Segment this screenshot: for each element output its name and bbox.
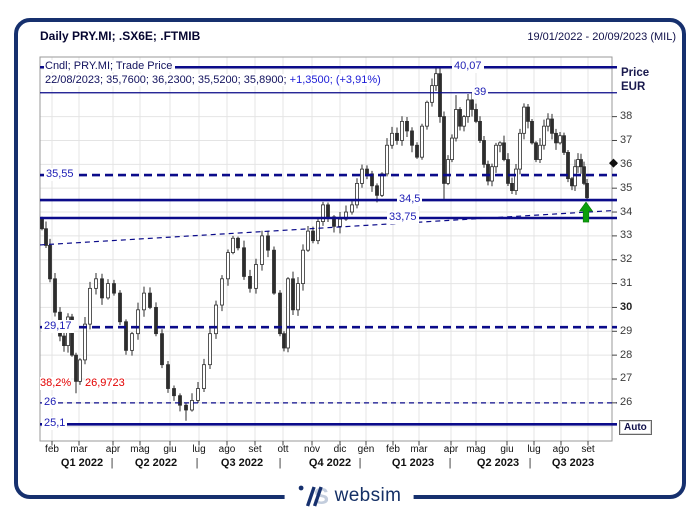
month-label: lug: [192, 444, 206, 455]
level-label-4007: 40,07: [452, 60, 484, 74]
candlesticks: [40, 67, 589, 421]
level-label-39: 39: [472, 85, 489, 99]
quarter-label: Q4 2022: [308, 457, 352, 469]
websim-logo: S websim: [284, 481, 414, 511]
quarter-separator: |: [528, 457, 532, 469]
y-tick-label-33: 33: [620, 229, 633, 242]
legend-ohlc-label: 22/08/2023; 35,7600; 36,2300; 35,5200; 3…: [44, 74, 384, 86]
quarter-label: Q1 2023: [391, 457, 435, 469]
y-tick-label-35: 35: [620, 181, 633, 194]
legend-change-values: +1,3500; (+3,91%): [286, 74, 381, 86]
month-label: apr: [443, 444, 459, 455]
auto-scale-button[interactable]: Auto: [619, 420, 652, 435]
month-label: dic: [333, 444, 347, 455]
month-label: ott: [277, 444, 289, 455]
month-label: ago: [552, 444, 570, 455]
level-label-3375: 33,75: [387, 210, 419, 224]
level-label-3555: 35,55: [44, 168, 76, 182]
month-label: mag: [130, 444, 150, 455]
y-tick-label-29: 29: [620, 324, 633, 337]
month-label: mar: [70, 444, 88, 455]
date-range-label: 19/01/2022 - 20/09/2023 (MIL): [527, 31, 676, 43]
y-tick-label-31: 31: [620, 277, 633, 290]
month-label: ago: [218, 444, 236, 455]
legend-series-label: Cndl; PRY.MI; Trade Price: [44, 60, 176, 72]
y-axis-title-price: Price: [621, 67, 650, 79]
quarter-separator: |: [278, 457, 282, 469]
page-title: Daily PRY.MI; .SX6E; .FTMIB: [40, 29, 201, 43]
fib-retracement-value-label: 26,9723: [85, 376, 125, 390]
y-tick-label-28: 28: [620, 348, 633, 361]
month-label: set: [581, 444, 595, 455]
month-label: nov: [303, 444, 321, 455]
month-label: gen: [357, 444, 375, 455]
quarter-separator: |: [195, 457, 199, 469]
y-tick-label-30: 30: [620, 300, 633, 313]
quarter-label: Q2 2023: [476, 457, 520, 469]
level-label-345: 34,5: [397, 193, 423, 207]
support-resistance-lines: [39, 65, 617, 426]
y-axis-title: Price EUR: [621, 66, 649, 94]
quarter-label: Q2 2022: [134, 457, 178, 469]
level-label-26: 26: [42, 395, 59, 409]
month-label: mar: [410, 444, 428, 455]
y-tick-label-34: 34: [620, 205, 633, 218]
month-label: lug: [527, 444, 541, 455]
quarter-separator: |: [110, 457, 114, 469]
y-tick-label-37: 37: [620, 133, 633, 146]
level-label-2917: 29,17: [42, 320, 74, 334]
y-tick-label-38: 38: [620, 110, 633, 123]
websim-logo-text: websim: [334, 485, 402, 506]
y-tick-label-26: 26: [620, 396, 633, 409]
y-tick-label-36: 36: [620, 157, 633, 170]
fib-retracement-pct-label: 38,2%: [40, 376, 72, 390]
month-label: set: [248, 444, 262, 455]
month-label: giu: [500, 444, 514, 455]
legend-ohlc-values: 22/08/2023; 35,7600; 36,2300; 35,5200; 3…: [45, 74, 287, 86]
quarter-label: Q1 2022: [60, 457, 104, 469]
last-price-diamond-marker: [609, 158, 618, 168]
y-tick-label-32: 32: [620, 253, 633, 266]
month-label: giu: [163, 444, 177, 455]
month-label: feb: [45, 444, 59, 455]
x-axis-ticks: [51, 441, 589, 446]
month-label: mag: [466, 444, 486, 455]
level-label-251: 25,1: [42, 417, 68, 431]
quarter-separator: |: [358, 457, 362, 469]
y-axis-ticks: [612, 116, 617, 404]
month-label: apr: [105, 444, 121, 455]
grid-lines: [39, 56, 613, 442]
y-axis-title-eur: EUR: [621, 81, 646, 93]
websim-logo-mark: S: [298, 484, 329, 508]
buy-signal-arrow-icon: [578, 201, 594, 223]
y-tick-label-27: 27: [620, 372, 633, 385]
quarter-label: Q3 2023: [551, 457, 595, 469]
month-label: feb: [386, 444, 400, 455]
quarter-separator: |: [448, 457, 452, 469]
quarter-label: Q3 2022: [220, 457, 264, 469]
